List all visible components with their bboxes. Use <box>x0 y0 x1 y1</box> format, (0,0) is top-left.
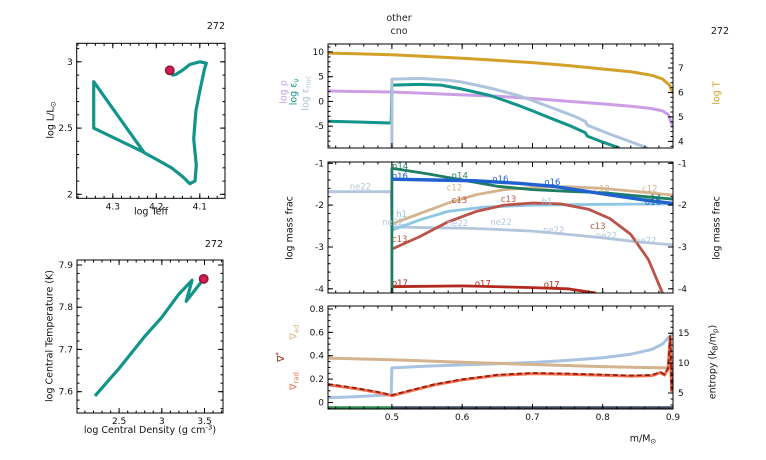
svg-text:10: 10 <box>678 359 690 369</box>
svg-text:10: 10 <box>313 48 325 58</box>
svg-text:0.8: 0.8 <box>596 413 611 423</box>
tc-rhoc-plot: 2.5 3 3.5 7.6 7.7 7.8 7.9 <box>59 259 224 427</box>
svg-text:7: 7 <box>678 64 684 74</box>
svg-text:n14: n14 <box>452 171 468 181</box>
ylabel-entropy: entropy (kB/mp) <box>707 324 720 400</box>
hr-plot: 4.3 4.2 4.1 2 2.5 3 <box>58 42 226 212</box>
svg-text:h1: h1 <box>542 197 553 207</box>
svg-text:6: 6 <box>678 88 684 98</box>
svg-text:4.1: 4.1 <box>193 202 207 212</box>
svg-text:-4: -4 <box>315 285 324 295</box>
svg-text:-2: -2 <box>678 201 687 211</box>
ylabel-grad-ad: ∇ad <box>288 324 301 340</box>
svg-text:7.9: 7.9 <box>59 261 74 271</box>
profile-model-number: 272 <box>710 26 729 37</box>
svg-text:0.2: 0.2 <box>310 375 324 385</box>
profile-xlabel-mass: m/M⊙ <box>629 433 657 446</box>
svg-text:-3: -3 <box>315 243 324 253</box>
svg-text:c13: c13 <box>590 222 606 232</box>
ylabel-grad-star: ∇* <box>274 352 288 362</box>
tc-rhoc-xlabel: log Central Density (g cm-3) <box>83 423 217 436</box>
burn-zone-label-cno: cno <box>390 26 408 37</box>
svg-text:5: 5 <box>678 389 684 399</box>
profile-mid-panel: -4 -4-3 -3-2 -2-1 -1ne22n14o16h1ne22c13o17n1… <box>315 159 687 295</box>
svg-text:n14: n14 <box>392 162 408 172</box>
svg-text:3: 3 <box>67 58 73 68</box>
profile-top-panel: -5 0 5 10 4 5 6 7 <box>313 43 684 149</box>
ylabel-grad-rad: ∇rad <box>288 372 301 390</box>
svg-text:7.8: 7.8 <box>59 303 74 313</box>
svg-text:4.2: 4.2 <box>149 202 163 212</box>
svg-text:o17: o17 <box>475 279 491 289</box>
svg-text:ne22: ne22 <box>596 232 617 242</box>
svg-text:o16: o16 <box>492 175 508 185</box>
svg-text:4.3: 4.3 <box>106 202 120 212</box>
svg-text:o16: o16 <box>544 178 560 188</box>
svg-text:c12: c12 <box>447 184 463 194</box>
svg-text:c13: c13 <box>392 235 408 245</box>
svg-text:0.4: 0.4 <box>310 352 325 362</box>
svg-text:-1: -1 <box>315 159 324 169</box>
svg-text:o16: o16 <box>645 198 661 208</box>
svg-text:0.6: 0.6 <box>310 328 325 338</box>
svg-text:2.5: 2.5 <box>112 417 126 427</box>
svg-text:-2: -2 <box>315 201 324 211</box>
tc-rhoc-ylabel: log Central Temperature (K) <box>44 270 56 402</box>
svg-text:c13: c13 <box>452 196 468 206</box>
tc-rhoc-model-number: 272 <box>204 239 223 250</box>
svg-text:-1: -1 <box>678 159 687 169</box>
hr-ylabel: log L/L⊙ <box>45 101 58 139</box>
svg-text:7.6: 7.6 <box>59 388 74 398</box>
svg-text:ne22: ne22 <box>543 226 564 236</box>
svg-text:-5: -5 <box>315 122 324 132</box>
svg-text:c13: c13 <box>501 195 517 205</box>
svg-text:3: 3 <box>159 417 165 427</box>
hr-xlabel: log Teff <box>133 206 169 218</box>
profile-bottom-panel: 0.5 0.6 0.7 0.8 0.9 0 0.2 0.4 0.6 0.8 5 10 15 <box>310 305 690 423</box>
svg-text:15: 15 <box>678 329 689 339</box>
svg-text:0: 0 <box>318 398 324 408</box>
svg-text:3.5: 3.5 <box>197 417 211 427</box>
ylabel-log-T: log T <box>711 81 723 105</box>
svg-text:ne22: ne22 <box>635 237 656 247</box>
svg-text:n14: n14 <box>645 194 661 204</box>
svg-text:2: 2 <box>67 190 73 200</box>
svg-text:0.8: 0.8 <box>310 305 325 315</box>
svg-text:-4: -4 <box>678 285 687 295</box>
svg-text:0: 0 <box>318 97 324 107</box>
svg-text:5: 5 <box>678 113 684 123</box>
svg-text:-3: -3 <box>678 243 687 253</box>
ylabel-log-eps-nuc: log εnuc <box>300 75 313 111</box>
svg-text:h1: h1 <box>396 210 407 220</box>
svg-text:0.7: 0.7 <box>525 413 539 423</box>
ylabel-log-eps-nu: log εν <box>288 78 301 106</box>
svg-text:0.6: 0.6 <box>455 413 470 423</box>
svg-text:0.5: 0.5 <box>385 413 399 423</box>
svg-text:ne22: ne22 <box>382 218 403 228</box>
burn-zone-label-other: other <box>386 13 412 24</box>
svg-text:o16: o16 <box>392 172 408 182</box>
ylabel-log-mass-frac-right: log mass frac <box>711 196 723 260</box>
svg-text:2.5: 2.5 <box>58 124 72 134</box>
svg-text:ne22: ne22 <box>350 182 371 192</box>
svg-text:ne22: ne22 <box>490 218 511 228</box>
svg-text:7.7: 7.7 <box>59 345 73 355</box>
svg-text:o17: o17 <box>544 281 560 291</box>
svg-text:0.9: 0.9 <box>666 413 681 423</box>
svg-text:5: 5 <box>318 73 324 83</box>
svg-text:c12: c12 <box>642 184 658 194</box>
svg-text:c12: c12 <box>594 184 610 194</box>
svg-text:ne22: ne22 <box>447 219 468 229</box>
svg-text:o17: o17 <box>392 279 408 289</box>
ylabel-log-mass-frac-left: log mass frac <box>284 196 296 260</box>
hr-model-number: 272 <box>206 21 225 32</box>
ylabel-log-rho: log ρ <box>278 80 290 104</box>
svg-text:4: 4 <box>678 137 684 147</box>
